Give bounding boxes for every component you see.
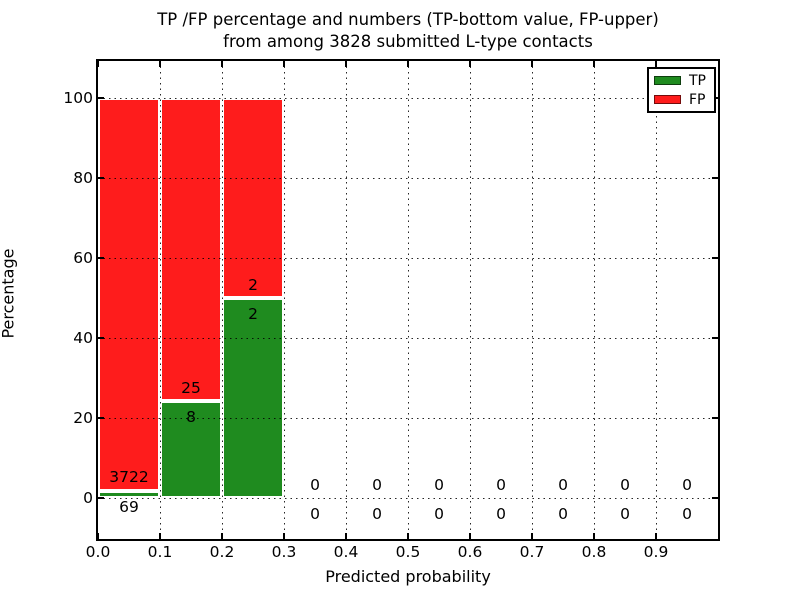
bar-value-label-tp: 69 bbox=[119, 497, 139, 516]
x-tick-mark-top bbox=[283, 61, 285, 67]
x-tick-label: 0.0 bbox=[85, 543, 111, 561]
legend: TP FP bbox=[647, 67, 716, 113]
y-tick-mark-right bbox=[712, 417, 718, 419]
bar-value-label-fp: 25 bbox=[181, 378, 201, 397]
x-tick-label: 0.4 bbox=[333, 543, 359, 561]
bar-value-label-fp: 0 bbox=[620, 475, 630, 494]
grid-line-vertical bbox=[345, 61, 347, 539]
bar-value-label-tp: 0 bbox=[620, 505, 630, 523]
y-tick-mark-right bbox=[712, 497, 718, 499]
grid-line-vertical bbox=[221, 61, 223, 539]
y-tick-label: 0 bbox=[83, 489, 93, 507]
x-tick-label: 0.1 bbox=[147, 543, 173, 561]
bar-value-label-fp: 2 bbox=[248, 275, 258, 294]
x-tick-mark-bottom bbox=[283, 533, 285, 539]
x-tick-mark-top bbox=[655, 61, 657, 67]
y-tick-mark-left bbox=[98, 337, 104, 339]
legend-label-fp: FP bbox=[689, 91, 706, 108]
bar-value-label-fp: 3722 bbox=[109, 468, 149, 487]
bar-value-label-tp: 0 bbox=[682, 505, 692, 523]
x-tick-label: 0.3 bbox=[271, 543, 297, 561]
bar-value-label-tp: 8 bbox=[186, 408, 196, 427]
y-tick-label: 20 bbox=[73, 409, 93, 427]
y-tick-mark-left bbox=[98, 497, 104, 499]
x-tick-label: 0.9 bbox=[643, 543, 669, 561]
bar-value-label-fp: 0 bbox=[434, 475, 444, 494]
x-tick-label: 0.5 bbox=[395, 543, 421, 561]
legend-entry-fp: FP bbox=[654, 93, 714, 107]
grid-line-vertical bbox=[283, 61, 285, 539]
x-tick-label: 0.8 bbox=[581, 543, 607, 561]
bar-value-label-fp: 0 bbox=[682, 475, 692, 494]
bar-segment-tp bbox=[222, 298, 284, 498]
chart-title-line1: TP /FP percentage and numbers (TP-bottom… bbox=[157, 10, 659, 29]
x-tick-mark-bottom bbox=[345, 533, 347, 539]
x-tick-mark-top bbox=[593, 61, 595, 67]
chart-title: TP /FP percentage and numbers (TP-bottom… bbox=[98, 9, 718, 53]
x-tick-mark-top bbox=[531, 61, 533, 67]
x-tick-mark-bottom bbox=[97, 533, 99, 539]
tp-swatch-icon bbox=[654, 76, 681, 85]
x-tick-mark-top bbox=[345, 61, 347, 67]
y-tick-label: 40 bbox=[73, 329, 93, 347]
bar-segment-tp bbox=[98, 490, 160, 498]
bar-value-label-fp: 0 bbox=[496, 475, 506, 494]
bar-value-label-tp: 0 bbox=[558, 505, 568, 523]
x-tick-mark-top bbox=[469, 61, 471, 67]
y-tick-label: 80 bbox=[73, 169, 93, 187]
x-tick-mark-bottom bbox=[221, 533, 223, 539]
x-tick-mark-bottom bbox=[531, 533, 533, 539]
y-tick-mark-right bbox=[712, 177, 718, 179]
y-tick-mark-right bbox=[712, 337, 718, 339]
plot-area-inner: 0 20 40 60 80 100 0.0 0.1 0.2 0.3 0.4 0.5 0.6 0.7 0.8 0… bbox=[63, 61, 718, 561]
bar-value-label-tp: 0 bbox=[310, 505, 320, 523]
y-tick-label: 100 bbox=[63, 89, 93, 107]
x-tick-label: 0.6 bbox=[457, 543, 483, 561]
x-tick-mark-bottom bbox=[159, 533, 161, 539]
x-tick-mark-bottom bbox=[407, 533, 409, 539]
x-tick-mark-bottom bbox=[593, 533, 595, 539]
bar-value-label-fp: 0 bbox=[310, 475, 320, 494]
grid-line-vertical bbox=[593, 61, 595, 539]
bar-value-label-fp: 0 bbox=[558, 475, 568, 494]
bar-segment-tp bbox=[160, 401, 222, 498]
x-tick-mark-top bbox=[97, 61, 99, 67]
bar-value-label-fp: 0 bbox=[372, 475, 382, 494]
grid-line-vertical bbox=[655, 61, 657, 539]
bar-value-label-tp: 2 bbox=[248, 305, 258, 323]
fp-swatch-icon bbox=[654, 95, 681, 104]
bar-segment-fp bbox=[98, 98, 160, 491]
bar-value-label-tp: 0 bbox=[434, 505, 444, 523]
bar-segment-fp bbox=[222, 98, 284, 298]
bar-value-label-tp: 0 bbox=[496, 505, 506, 523]
x-tick-mark-bottom bbox=[655, 533, 657, 539]
y-tick-label: 60 bbox=[73, 249, 93, 267]
legend-entry-tp: TP bbox=[654, 74, 714, 88]
x-tick-mark-top bbox=[159, 61, 161, 67]
x-tick-mark-top bbox=[407, 61, 409, 67]
y-tick-mark-left bbox=[98, 177, 104, 179]
y-tick-mark-left bbox=[98, 417, 104, 419]
x-tick-mark-bottom bbox=[469, 533, 471, 539]
y-tick-mark-right bbox=[712, 257, 718, 259]
x-tick-label: 0.7 bbox=[519, 543, 545, 561]
x-tick-label: 0.2 bbox=[209, 543, 235, 561]
bar-segment-fp bbox=[160, 98, 222, 402]
x-tick-mark-top bbox=[221, 61, 223, 67]
x-axis-label: Predicted probability bbox=[325, 567, 491, 586]
grid-line-vertical bbox=[159, 61, 161, 539]
grid-line-vertical bbox=[407, 61, 409, 539]
bar-value-label-tp: 0 bbox=[372, 505, 382, 523]
chart-title-line2: from among 3828 submitted L-type contact… bbox=[223, 32, 593, 51]
grid-line-vertical bbox=[469, 61, 471, 539]
y-tick-mark-left bbox=[98, 257, 104, 259]
y-axis-label: Percentage bbox=[0, 248, 18, 339]
legend-label-tp: TP bbox=[689, 72, 706, 89]
y-tick-mark-left bbox=[98, 97, 104, 99]
grid-line-vertical bbox=[531, 61, 533, 539]
